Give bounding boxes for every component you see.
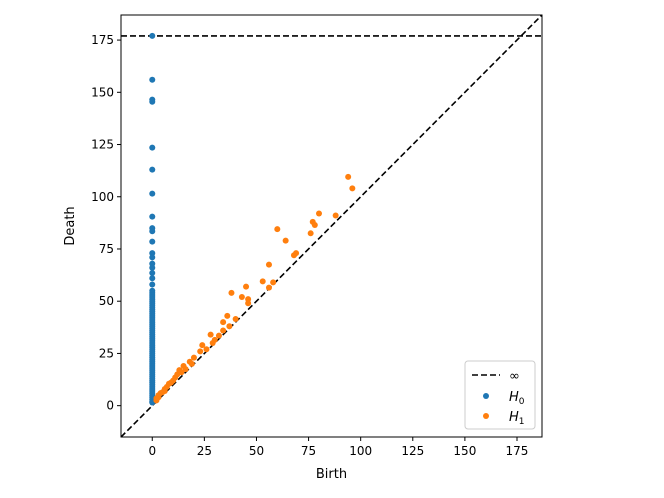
point-h1 [332,212,339,219]
y-tick-label: 100 [91,190,114,204]
point-h1 [190,354,197,361]
point-h1 [265,284,272,291]
y-tick-label: 0 [106,399,114,413]
axes-frame [120,14,543,438]
point-h1 [293,250,300,257]
point-h1 [203,346,210,353]
axis-ticks: 0 25 50 75 100 125 150 175 0 25 50 75 100 125 150 175 [91,33,528,458]
point-h0 [149,250,156,257]
point-h0 [149,260,156,267]
point-h1 [245,296,252,303]
point-h0 [149,270,156,277]
point-h0 [149,281,156,288]
legend-marker-swatch [483,393,489,399]
point-h0 [149,190,156,197]
point-h1 [238,294,245,301]
point-h1 [270,279,277,286]
point-h0 [149,166,156,173]
y-tick-label: 175 [91,33,114,47]
point-h0 [149,254,156,261]
x-axis-label: Birth [316,467,347,482]
point-h1 [274,226,281,233]
point-h1 [224,312,231,319]
y-axis-label: Death [63,206,78,245]
point-h1 [220,327,227,334]
point-h0 [149,76,156,83]
point-h0 [149,144,156,151]
point-h0 [149,228,156,235]
point-h1 [265,261,272,268]
series-h0 [149,32,156,406]
x-tick-label: 75 [301,444,316,458]
point-h1 [243,283,250,290]
x-tick-label: 50 [249,444,264,458]
legend-box [464,360,536,430]
point-h1 [153,397,160,404]
legend-marker-swatch [483,413,489,419]
y-tick-label: 125 [91,138,114,152]
y-tick-label: 75 [99,242,114,256]
point-h1 [209,339,216,346]
point-h1 [188,360,195,367]
point-h1 [311,221,318,228]
series-h1 [153,173,356,404]
x-tick-label: 125 [401,444,424,458]
point-h1 [199,342,206,349]
x-tick-label: 175 [506,444,529,458]
point-h0 [149,98,156,105]
point-h0 [149,32,156,39]
point-h1 [259,278,266,285]
point-h0 [149,275,156,282]
x-tick-label: 0 [148,444,156,458]
point-h0 [149,238,156,245]
point-h1 [215,332,222,339]
point-h1 [245,300,252,307]
point-h1 [349,185,356,192]
point-h1 [226,323,233,330]
point-h0 [149,213,156,220]
point-h1 [228,289,235,296]
point-h1 [307,230,314,237]
y-tick-label: 50 [99,294,114,308]
point-h1 [207,331,214,338]
point-h1 [220,319,227,326]
x-tick-label: 25 [197,444,212,458]
point-h1 [182,366,189,373]
point-h1 [232,315,239,322]
plot-area [121,15,542,437]
point-h1 [197,348,204,355]
x-tick-label: 100 [349,444,372,458]
point-h0 [149,264,156,271]
y-tick-label: 150 [91,85,114,99]
plot-content [121,15,542,437]
point-h1 [345,173,352,180]
legend-label: ∞ [509,369,520,384]
point-h1 [282,237,289,244]
x-tick-label: 150 [453,444,476,458]
point-h1 [315,210,322,217]
y-tick-label: 25 [99,346,114,360]
